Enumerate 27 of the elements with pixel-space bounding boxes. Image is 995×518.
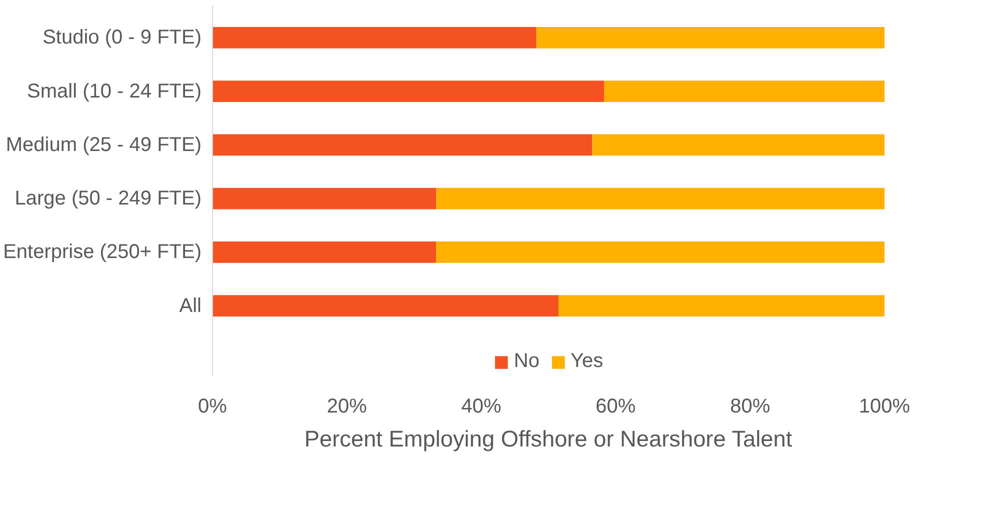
- bar: [212, 188, 436, 210]
- bar: [212, 295, 559, 317]
- bar: [212, 80, 604, 102]
- y-tick-label: Large (50 - 249 FTE): [14, 188, 202, 210]
- bar: [604, 80, 884, 102]
- bar: [436, 188, 884, 210]
- x-tick-label: 40%: [461, 396, 502, 418]
- bar: [212, 26, 536, 48]
- x-tick-label: 0%: [198, 396, 228, 418]
- y-tick-label: Studio (0 - 9 FTE): [42, 26, 202, 49]
- bar: [436, 241, 884, 263]
- legend-label: Yes: [570, 350, 604, 373]
- x-axis-title: Percent Employing Offshore or Nearshore Talent: [304, 426, 793, 452]
- bar: [558, 295, 884, 317]
- legend-label: No: [514, 350, 540, 373]
- bar: [212, 134, 592, 156]
- y-tick-label: Small (10 - 24 FTE): [27, 80, 202, 102]
- x-tick-label: 80%: [730, 396, 770, 418]
- y-tick-label: Enterprise (250+ FTE): [3, 241, 202, 264]
- x-tick-label: 20%: [326, 396, 368, 418]
- y-tick-label: All: [179, 294, 202, 317]
- y-tick-label: Medium (25 - 49 FTE): [6, 134, 202, 156]
- bar: [536, 26, 884, 48]
- x-tick-label: 60%: [596, 396, 636, 418]
- bar: [212, 241, 436, 263]
- bar: [592, 134, 884, 156]
- x-tick-label: 100%: [858, 396, 910, 418]
